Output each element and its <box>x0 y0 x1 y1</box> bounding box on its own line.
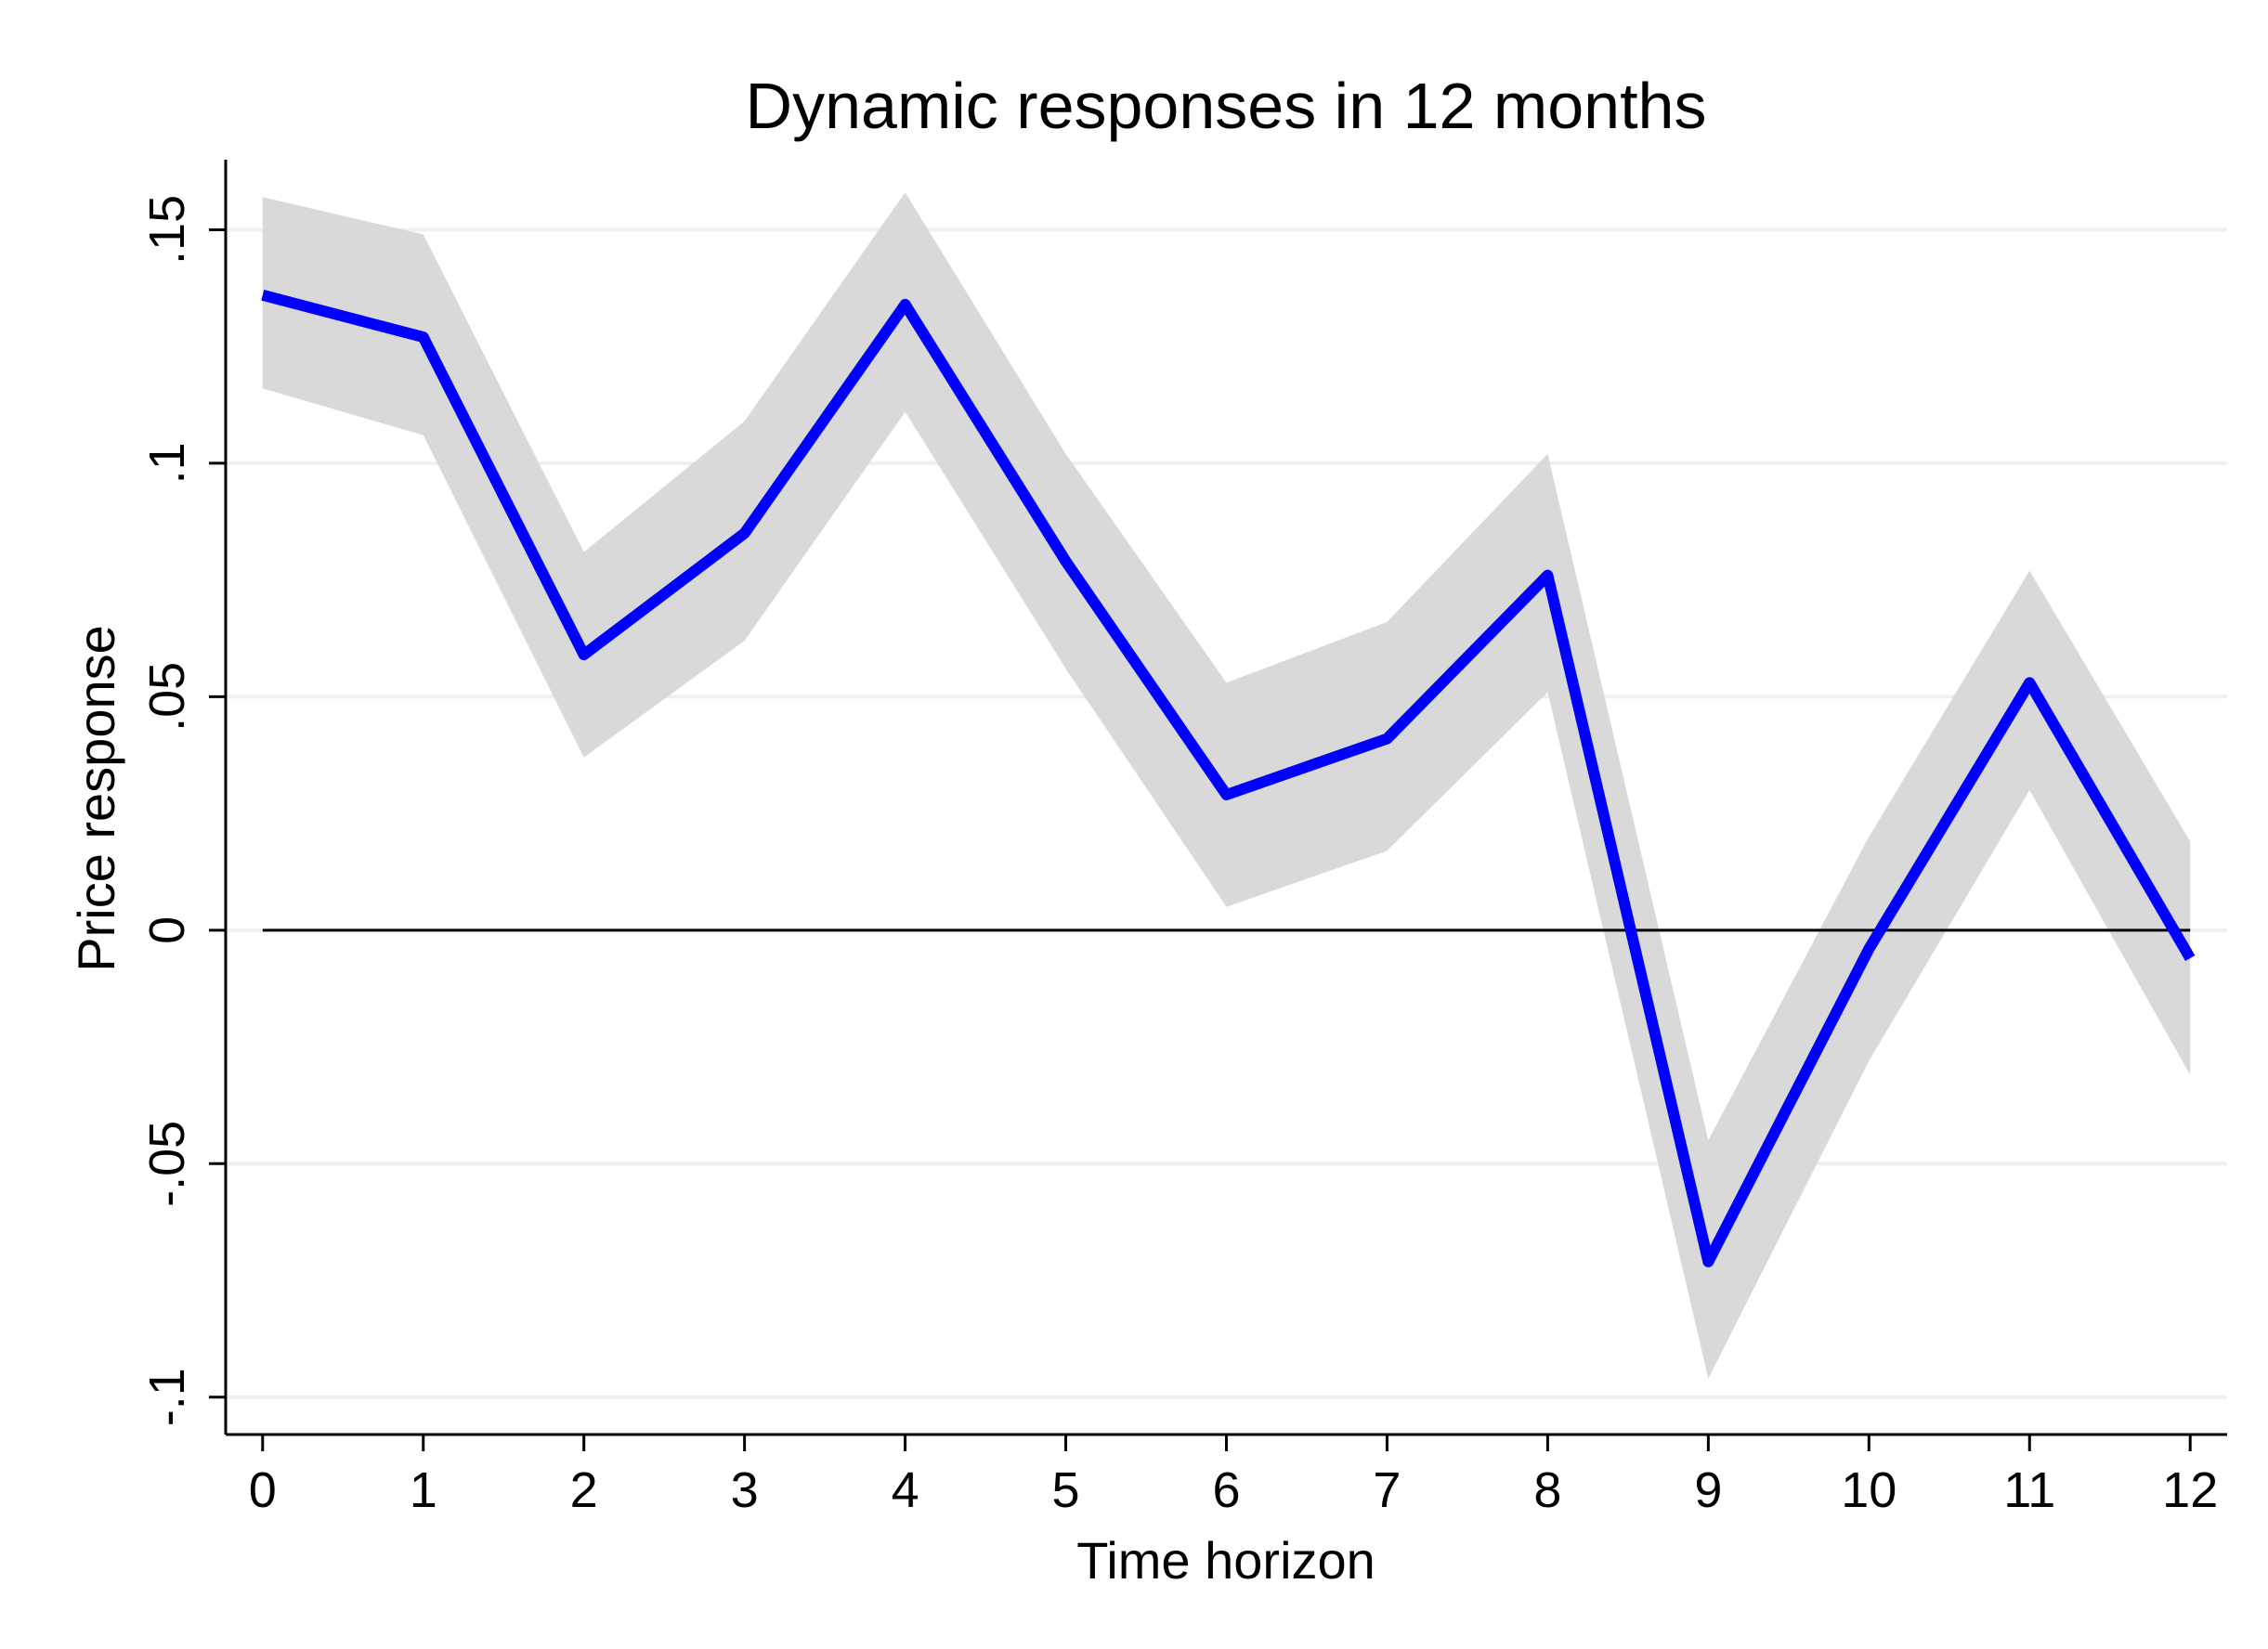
chart-title: Dynamic responses in 12 months <box>746 70 1707 142</box>
y-tick-label: .1 <box>139 442 195 484</box>
y-tick-label: 0 <box>139 916 195 944</box>
x-tick-label: 9 <box>1694 1462 1722 1518</box>
y-tick-label: -.1 <box>139 1368 195 1426</box>
x-tick-label: 2 <box>570 1462 598 1518</box>
x-tick-label: 12 <box>2162 1462 2218 1518</box>
price-response-line <box>261 290 2196 1267</box>
x-tick-label: 8 <box>1533 1462 1561 1518</box>
y-axis-title: Price response <box>67 625 125 972</box>
x-axis-ticks: 0 1 2 3 4 5 6 7 8 9 10 11 12 <box>249 1435 2218 1518</box>
x-tick-label: 7 <box>1373 1462 1401 1518</box>
x-tick-label: 4 <box>892 1462 919 1518</box>
x-tick-label: 3 <box>731 1462 759 1518</box>
x-tick-label: 11 <box>2003 1462 2055 1518</box>
x-axis-title: Time horizon <box>1076 1531 1375 1590</box>
y-tick-label: .05 <box>139 662 195 732</box>
x-tick-label: 0 <box>249 1462 277 1518</box>
x-tick-label: 5 <box>1052 1462 1080 1518</box>
y-tick-label: -.05 <box>139 1121 195 1207</box>
y-tick-label: .15 <box>139 195 195 265</box>
x-tick-label: 6 <box>1212 1462 1240 1518</box>
x-tick-label: 1 <box>410 1462 437 1518</box>
x-tick-label: 10 <box>1841 1462 1897 1518</box>
series-layer <box>261 290 2196 1267</box>
y-axis-ticks: -.1 -.05 0 .05 .1 .15 <box>139 195 226 1426</box>
